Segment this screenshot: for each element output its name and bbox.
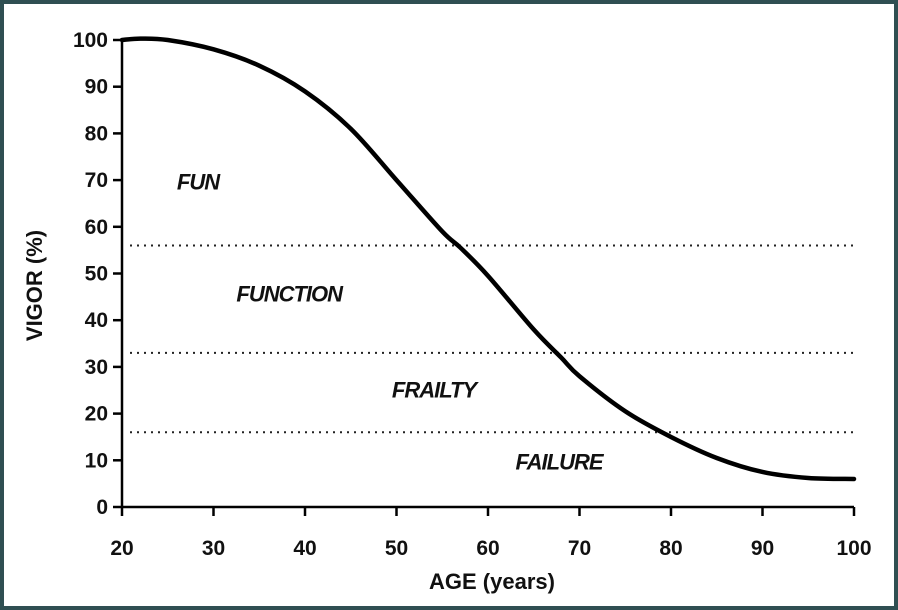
y-tick-label: 0 — [96, 496, 108, 519]
y-axis-label: VIGOR (%) — [22, 230, 47, 341]
y-tick-label: 50 — [85, 263, 108, 286]
x-tick-label: 70 — [568, 537, 591, 560]
y-tick-label: 80 — [85, 122, 108, 145]
zone-label: FUNCTION — [236, 282, 344, 307]
x-tick-label: 90 — [751, 537, 774, 560]
x-tick-label: 20 — [110, 537, 133, 560]
x-tick-label: 80 — [659, 537, 682, 560]
y-tick-label: 40 — [85, 309, 108, 332]
zone-label: FUN — [177, 169, 221, 194]
y-tick-label: 10 — [85, 449, 108, 472]
x-tick-label: 30 — [202, 537, 225, 560]
x-tick-label: 60 — [476, 537, 499, 560]
y-tick-label: 90 — [85, 76, 108, 99]
chart-frame: 0 10 20 30 40 50 60 70 80 90 100 20 30 40 50 60 70 80 90 1… — [4, 4, 894, 606]
x-tick-label: 100 — [836, 537, 871, 560]
x-tick-label: 50 — [385, 537, 408, 560]
x-axis-label: AGE (years) — [429, 569, 555, 594]
zone-label: FRAILTY — [392, 377, 480, 402]
y-tick-label: 20 — [85, 403, 108, 426]
vigor-curve — [119, 36, 857, 482]
vigor-age-chart: 0 10 20 30 40 50 60 70 80 90 100 20 30 40 50 60 70 80 90 1… — [22, 29, 872, 594]
x-tick-label: 40 — [293, 537, 316, 560]
y-tick-label: 100 — [73, 29, 108, 52]
y-tick-label: 70 — [85, 169, 108, 192]
y-tick-label: 30 — [85, 356, 108, 379]
zone-label: FAILURE — [515, 450, 604, 475]
y-tick-label: 60 — [85, 216, 108, 239]
